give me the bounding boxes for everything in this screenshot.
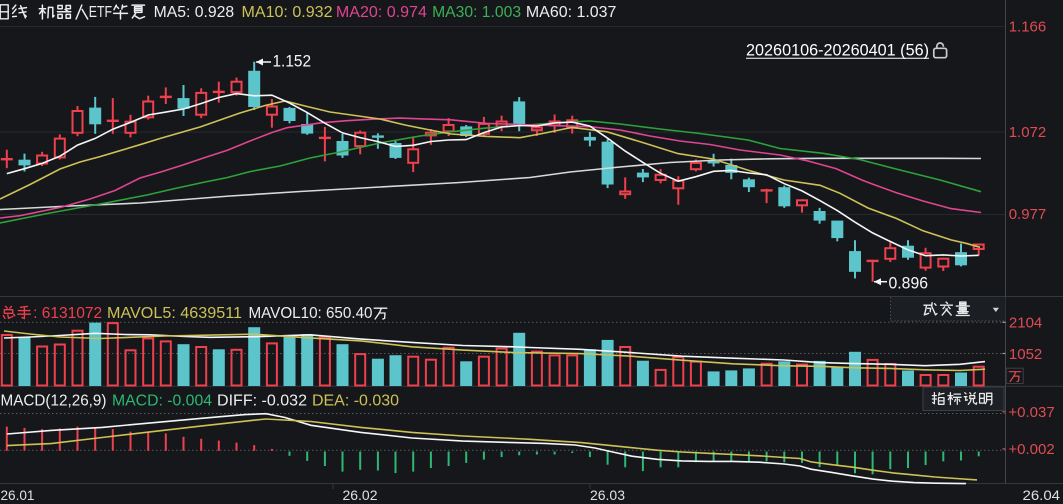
- svg-text:ETF: ETF: [89, 4, 112, 21]
- svg-text:MA30: 1.003: MA30: 1.003: [432, 4, 521, 21]
- svg-text:MA10: 0.932: MA10: 0.932: [242, 4, 333, 21]
- svg-text:MA20: 0.974: MA20: 0.974: [336, 4, 427, 21]
- svg-text:MAVOL5: 4639511: MAVOL5: 4639511: [107, 305, 242, 322]
- svg-text:1.166: 1.166: [1009, 18, 1047, 35]
- svg-text:0.977: 0.977: [1009, 206, 1047, 223]
- svg-text:1.152: 1.152: [273, 53, 312, 71]
- svg-text:20260106-20260401 (56): 20260106-20260401 (56): [746, 41, 929, 60]
- svg-text:26.04: 26.04: [1023, 488, 1061, 503]
- svg-text:26.03: 26.03: [590, 488, 625, 503]
- svg-text:DEA: -0.030: DEA: -0.030: [312, 393, 399, 410]
- svg-text:MACD: -0.004: MACD: -0.004: [112, 393, 212, 410]
- svg-text:2104: 2104: [1009, 315, 1042, 332]
- svg-text:: 6131072: : 6131072: [33, 305, 102, 322]
- svg-text:26.02: 26.02: [343, 488, 378, 503]
- svg-text:MA60: 1.037: MA60: 1.037: [526, 4, 617, 21]
- svg-text:DIFF: -0.032: DIFF: -0.032: [217, 393, 307, 410]
- svg-text:MACD(12,26,9): MACD(12,26,9): [1, 393, 107, 410]
- svg-text:0.896: 0.896: [889, 275, 929, 293]
- svg-text:26.01: 26.01: [1, 488, 35, 503]
- svg-text:MAVOL10: 650.40: MAVOL10: 650.40: [249, 305, 373, 322]
- svg-text:1052: 1052: [1009, 346, 1042, 363]
- svg-text:+0.002: +0.002: [1008, 441, 1054, 458]
- svg-text:+0.037: +0.037: [1008, 404, 1054, 421]
- svg-text:MA5: 0.928: MA5: 0.928: [154, 4, 235, 21]
- svg-text:1.072: 1.072: [1009, 124, 1047, 141]
